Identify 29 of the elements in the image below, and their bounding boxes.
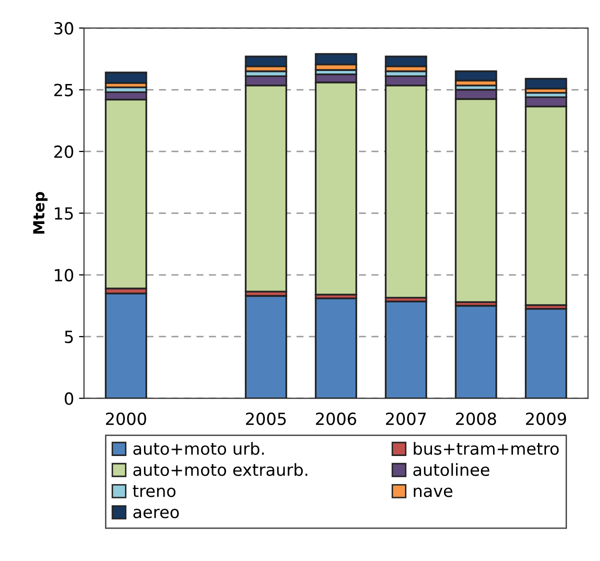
x-tick-label: 2009 (526, 412, 566, 426)
y-tick-label: 10 (54, 268, 74, 282)
y-tick-label: 30 (54, 22, 74, 35)
y-tick-label: 5 (64, 330, 73, 344)
legend-label: auto+moto urb. (133, 442, 264, 455)
legend-label: nave (414, 488, 452, 498)
legend-label: autolinee (413, 463, 490, 476)
legend-label: auto+moto extraurb. (133, 463, 308, 476)
bar (384, 300, 428, 398)
bar (524, 308, 568, 398)
x-tick-label: 2007 (386, 412, 426, 426)
bar (244, 295, 288, 398)
legend-label: treno (132, 485, 176, 498)
x-tick-label: 2008 (456, 412, 496, 426)
x-tick-label: 2005 (246, 412, 286, 426)
bar (314, 298, 358, 398)
y-tick-label: 25 (54, 84, 73, 96)
bar (104, 292, 148, 398)
bar (524, 78, 568, 90)
x-tick-label: 2000 (106, 412, 146, 426)
y-tick-label: 0 (64, 392, 74, 405)
y-tick-label: 20 (54, 145, 74, 158)
y-axis-title: Mtep (33, 192, 48, 234)
bar (104, 72, 148, 84)
y-tick-label: 15 (54, 207, 73, 220)
bar (454, 304, 498, 398)
x-tick-label: 2006 (316, 412, 356, 426)
legend-label: bus+tram+metro (414, 442, 559, 455)
legend-label: aereo (133, 508, 179, 518)
